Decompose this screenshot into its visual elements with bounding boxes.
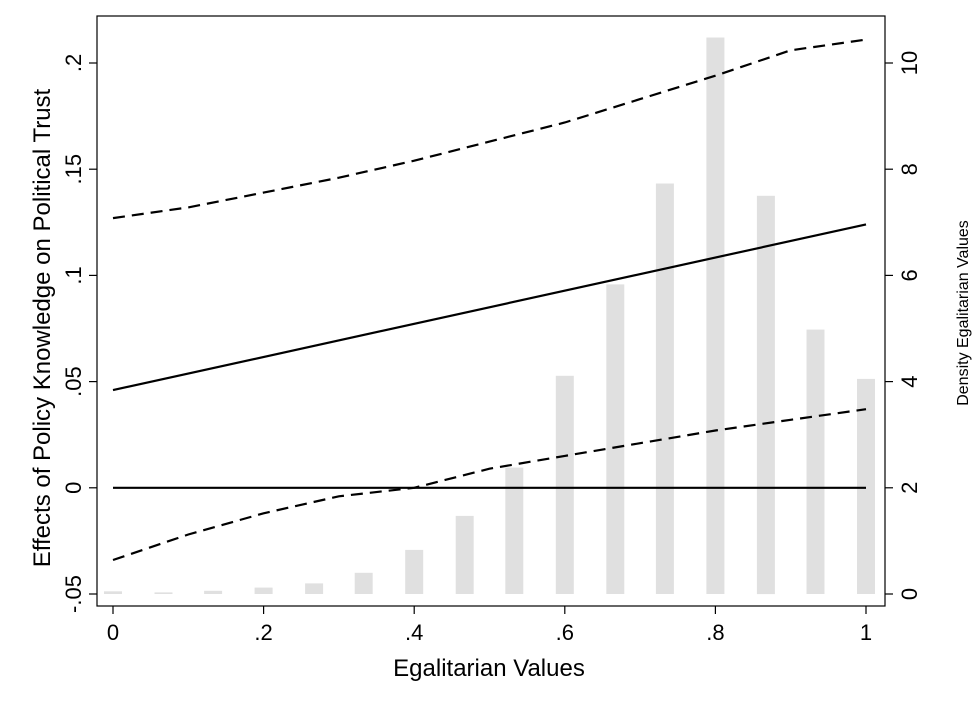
y2-tick-label: 8	[897, 163, 922, 175]
estimate-line	[112, 223, 867, 392]
y2-tick-label: 2	[897, 482, 922, 494]
histogram-bar	[405, 549, 424, 594]
x-tick-label: .8	[706, 620, 724, 645]
x-tick-label: 1	[860, 620, 872, 645]
histogram-bar	[154, 592, 173, 594]
x-tick-label: .4	[405, 620, 423, 645]
histogram-bar	[857, 378, 875, 594]
histogram-bar	[806, 329, 825, 594]
effect-lines	[112, 38, 867, 562]
y-axis-left: -.05 0 .05 .1 .15 .2	[61, 54, 97, 613]
histogram-bar	[606, 284, 625, 594]
y-axis-right: 0 2 4 6 8 10	[885, 51, 922, 600]
histogram-bar	[756, 195, 775, 595]
x-tick-label: .6	[556, 620, 574, 645]
histogram-bar	[254, 587, 273, 594]
y2-tick-label: 6	[897, 269, 922, 281]
y2-tick-label: 0	[897, 588, 922, 600]
histogram-bar	[706, 37, 725, 594]
histogram-bar	[104, 591, 122, 594]
y2-axis-label: Density Egalitarian Values	[955, 220, 972, 406]
histogram-bar	[204, 590, 223, 594]
histogram-bar	[354, 572, 373, 594]
y-tick-label: .1	[61, 266, 86, 284]
x-axis: 0 .2 .4 .6 .8 1	[107, 606, 872, 645]
y-tick-label: 0	[61, 482, 86, 494]
y-tick-label: .15	[61, 154, 86, 185]
histogram-bar	[505, 467, 524, 594]
y-tick-label: .05	[61, 366, 86, 397]
histogram-bars	[104, 37, 875, 595]
x-tick-label: .2	[254, 620, 272, 645]
plot-frame	[96, 15, 886, 607]
y-tick-label: .2	[61, 54, 86, 72]
x-tick-label: 0	[107, 620, 119, 645]
y2-tick-label: 10	[897, 51, 922, 75]
y2-tick-label: 4	[897, 375, 922, 387]
y-axis-label: Effects of Policy Knowledge on Political…	[29, 88, 56, 567]
histogram-bar	[655, 183, 674, 594]
histogram-bar	[555, 375, 574, 594]
histogram-bar	[455, 515, 474, 594]
upper-ci-line	[112, 38, 867, 220]
x-axis-label: Egalitarian Values	[393, 655, 585, 682]
histogram-bar	[305, 583, 324, 594]
y-tick-label: -.05	[61, 575, 86, 613]
lower-ci-line	[112, 408, 867, 562]
